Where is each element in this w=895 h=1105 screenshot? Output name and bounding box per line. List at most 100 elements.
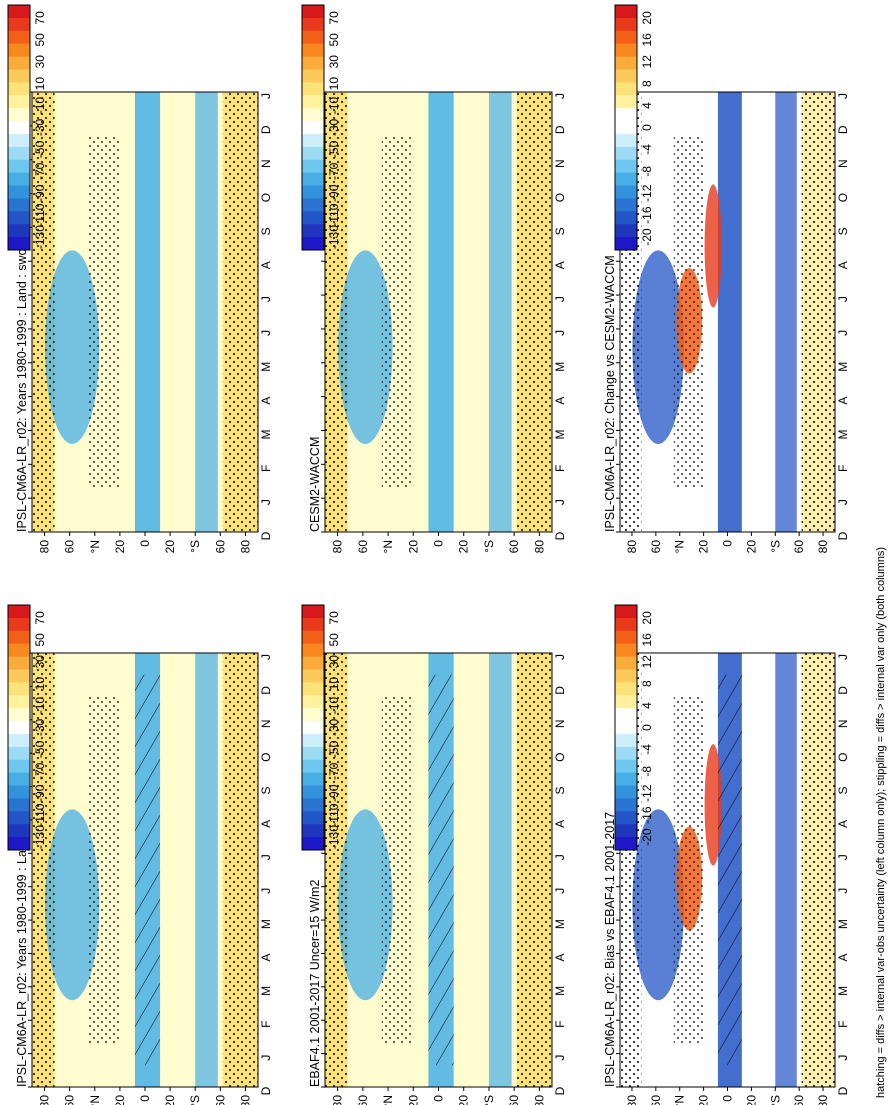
lat-tick-label: °N (88, 540, 102, 553)
colorbar-tick-label: 10 (33, 677, 47, 691)
colorbar-swatch (615, 643, 637, 658)
colorbar-swatch (302, 108, 324, 122)
month-tick-label: N (553, 159, 567, 168)
colorbar-tick-label: -50 (33, 140, 47, 158)
month-tick-label: M (836, 919, 850, 929)
colorbar-swatch (615, 172, 637, 187)
colorbar-tick-label: -30 (33, 119, 47, 137)
month-tick-label: J (553, 888, 567, 894)
colorbar-swatch (615, 617, 637, 632)
panel-title: IPSL-CM6A-LR_r02: Change vs CESM2-WACCM (603, 255, 617, 532)
month-tick-label: F (553, 1021, 567, 1028)
month-tick-label: M (836, 986, 850, 996)
month-tick-label: S (259, 227, 273, 235)
colorbar-swatch (302, 121, 324, 135)
colorbar-tick-label: -130 (33, 825, 47, 849)
footnote: hatching = diffs > internal var-obs unce… (875, 547, 887, 1098)
band-tropics (134, 92, 161, 532)
colorbar-swatch (302, 198, 324, 212)
colorbar-tick-label: -12 (640, 184, 654, 202)
hatch-tropics (428, 674, 454, 1066)
colorbar-swatch (8, 17, 30, 32)
month-tick-label: J (259, 296, 273, 302)
lat-tick-label: 80 (625, 1095, 639, 1105)
colorbar-tick-label: 16 (640, 633, 654, 647)
colorbar-tick-label: 50 (327, 633, 341, 647)
colorbar-tick-label: 8 (640, 80, 654, 87)
month-tick-label: A (836, 261, 850, 269)
colorbar-tick-label: 30 (327, 55, 341, 69)
month-tick-label: S (836, 227, 850, 235)
colorbar-swatch (615, 746, 637, 761)
colorbar-frame (614, 4, 638, 251)
colorbar-tick-label: -50 (327, 740, 341, 758)
lat-tick-label: 60 (213, 540, 227, 554)
colorbar-swatch (8, 837, 30, 851)
colorbar-swatch (302, 211, 324, 225)
colorbar-swatch (302, 146, 324, 161)
colorbar-swatch (615, 605, 637, 619)
panel-p3: 80 60 °N 20 0 20 °S 60 80 D J F M A M J J A S O N D J EBAF4.1 2… (301, 604, 567, 1105)
colorbar-swatch (8, 108, 30, 122)
blob-nh-summer (45, 250, 100, 444)
stipple-antarctic (516, 92, 552, 532)
colorbar-swatch (8, 695, 30, 709)
colorbar-swatch (302, 695, 324, 709)
colorbar-swatch (8, 643, 30, 658)
month-tick-label: A (836, 953, 850, 961)
lat-tick-label: °S (482, 1095, 496, 1105)
month-tick-label: M (259, 429, 273, 439)
colorbar-swatch (8, 172, 30, 187)
colorbar-tick-label: -70 (33, 762, 47, 780)
month-tick-label: J (259, 888, 273, 894)
month-tick-label: J (553, 654, 567, 660)
colorbar-tick-label: -110 (33, 803, 47, 826)
stipple-antarctic (222, 92, 258, 532)
colorbar-swatch (615, 237, 637, 251)
colorbar-swatch (302, 759, 324, 774)
colorbar-swatch (615, 224, 637, 238)
band-tropics (717, 92, 742, 532)
colorbar-tick-label: 8 (640, 680, 654, 687)
month-tick-label: F (553, 465, 567, 472)
colorbar-swatch (615, 669, 637, 683)
lat-tick-label: 0 (138, 540, 152, 547)
month-tick-label: M (836, 429, 850, 439)
month-tick-label: A (836, 397, 850, 405)
colorbar-tick-label: -16 (640, 206, 654, 224)
month-tick-label: N (259, 719, 273, 728)
stipple-mid (88, 136, 120, 488)
month-tick-label: A (553, 820, 567, 828)
band-southern-ocean (488, 653, 512, 1087)
colorbar-swatch (8, 617, 30, 632)
lat-tick-label: °N (88, 1095, 102, 1105)
colorbar-tick-label: 0 (640, 124, 654, 131)
month-tick-label: D (836, 125, 850, 134)
lat-tick-label: 20 (697, 540, 711, 554)
colorbar-swatch (615, 56, 637, 70)
month-tick-label: M (259, 919, 273, 929)
colorbar-swatch (615, 798, 637, 812)
colorbar-tick-label: -70 (33, 162, 47, 180)
month-tick-label: M (836, 362, 850, 372)
colorbar-swatch (615, 146, 637, 161)
colorbar-swatch (302, 133, 324, 148)
colorbar-swatch (615, 811, 637, 825)
colorbar-swatch (302, 772, 324, 787)
colorbar-swatch (615, 121, 637, 135)
colorbar-swatch (615, 682, 637, 696)
colorbar-frame (301, 4, 325, 251)
colorbar-swatch (615, 133, 637, 148)
colorbar-swatch (302, 682, 324, 696)
lat-tick-label: °S (768, 540, 782, 553)
month-tick-label: M (553, 986, 567, 996)
colorbar-swatch (8, 656, 30, 670)
lat-tick-label: 20 (406, 1095, 420, 1105)
panel-p6: 80 60 °N 20 0 20 °S 60 80DJFMAMJJASONDJIPSL-CM6A… (603, 4, 850, 554)
colorbar-tick-label: -130 (33, 225, 47, 249)
colorbar-swatch (302, 95, 324, 109)
colorbar-swatch (302, 56, 324, 70)
colorbar-swatch (302, 172, 324, 187)
colorbar-tick-label: -50 (33, 740, 47, 758)
colorbar-swatch (302, 185, 324, 199)
